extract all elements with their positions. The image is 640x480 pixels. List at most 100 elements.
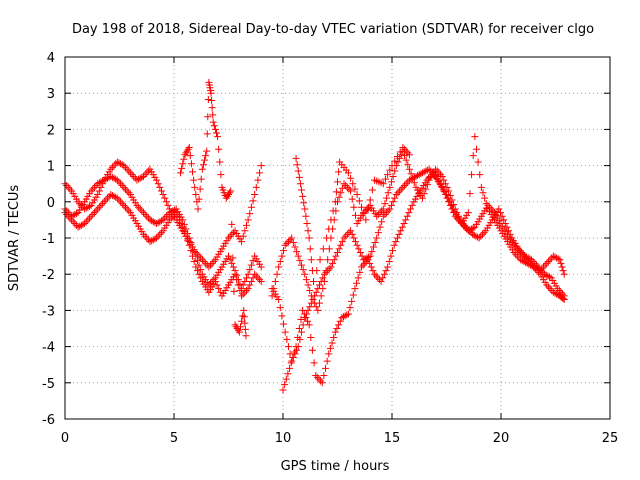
data-point — [141, 171, 149, 179]
data-point — [207, 89, 215, 97]
data-point — [226, 189, 234, 197]
data-point — [472, 145, 480, 153]
data-point — [309, 296, 317, 304]
data-point — [249, 257, 257, 265]
data-point — [198, 256, 206, 264]
data-point — [475, 234, 483, 242]
data-point — [374, 210, 382, 218]
data-point — [107, 165, 115, 173]
data-point — [438, 172, 446, 180]
data-point — [207, 279, 215, 287]
data-point — [320, 270, 328, 278]
data-point — [71, 210, 79, 218]
data-point — [408, 201, 416, 209]
data-point — [481, 194, 489, 202]
data-point — [293, 161, 301, 169]
data-point — [543, 281, 551, 289]
data-point — [369, 267, 377, 275]
data-point — [153, 176, 161, 184]
data-point — [297, 315, 305, 323]
data-point — [344, 310, 352, 318]
data-point — [133, 176, 141, 184]
data-point — [469, 224, 477, 232]
data-point — [549, 252, 557, 260]
data-point — [133, 201, 141, 209]
data-point — [428, 171, 436, 179]
data-point — [303, 220, 311, 228]
data-point — [156, 218, 164, 226]
data-point — [179, 160, 187, 168]
data-point — [386, 166, 394, 174]
data-point — [316, 299, 324, 307]
data-point — [161, 214, 169, 222]
data-point — [295, 173, 303, 181]
data-point — [432, 165, 440, 173]
data-point — [97, 201, 105, 209]
data-point — [183, 147, 191, 155]
data-point — [477, 232, 485, 240]
data-point — [115, 178, 123, 186]
data-point — [257, 162, 265, 170]
data-point — [299, 266, 307, 274]
data-point — [327, 216, 335, 224]
data-point — [501, 220, 509, 228]
data-point — [379, 212, 387, 220]
data-point — [92, 207, 100, 215]
data-point — [241, 325, 249, 333]
data-point — [241, 319, 249, 327]
data-point — [342, 182, 350, 190]
data-point — [182, 149, 190, 157]
data-point — [486, 203, 494, 211]
data-point — [377, 277, 385, 285]
x-tick-label: 20 — [493, 431, 510, 446]
data-point — [282, 375, 290, 383]
data-point — [191, 183, 199, 191]
data-point — [198, 165, 206, 173]
data-point — [349, 291, 357, 299]
data-point — [302, 212, 310, 220]
data-point — [405, 165, 413, 173]
data-point — [95, 179, 103, 187]
data-point — [343, 183, 351, 191]
data-point — [108, 173, 116, 181]
data-point — [233, 325, 241, 332]
data-point — [121, 163, 129, 171]
data-point — [64, 212, 72, 220]
y-tick-label: 2 — [47, 123, 55, 138]
data-point — [110, 162, 118, 170]
data-point — [82, 204, 90, 212]
data-point — [108, 163, 116, 171]
data-point — [235, 328, 243, 336]
data-point — [240, 306, 248, 314]
data-point — [130, 172, 138, 180]
data-point — [210, 258, 218, 266]
data-point — [378, 218, 386, 226]
data-point — [121, 203, 129, 211]
data-point — [121, 185, 129, 193]
data-point — [443, 191, 450, 199]
data-point — [318, 379, 326, 387]
data-point — [368, 186, 376, 194]
data-point — [375, 276, 383, 284]
data-point — [500, 216, 508, 224]
data-point — [208, 96, 216, 104]
data-point — [403, 212, 411, 220]
data-point — [335, 168, 343, 176]
data-point — [498, 212, 506, 220]
data-point — [440, 187, 448, 195]
data-point — [350, 203, 358, 211]
data-point — [546, 256, 554, 264]
data-point — [284, 370, 292, 378]
data-point — [559, 267, 567, 275]
data-point — [217, 171, 225, 179]
data-point — [306, 245, 314, 253]
data-point — [313, 267, 321, 275]
data-point — [379, 205, 387, 213]
data-point — [311, 292, 319, 300]
data-point — [317, 292, 325, 300]
data-point — [196, 185, 204, 193]
y-tick-label: 3 — [47, 87, 55, 102]
data-point — [356, 268, 364, 276]
data-point — [351, 285, 359, 293]
data-point — [384, 263, 392, 271]
